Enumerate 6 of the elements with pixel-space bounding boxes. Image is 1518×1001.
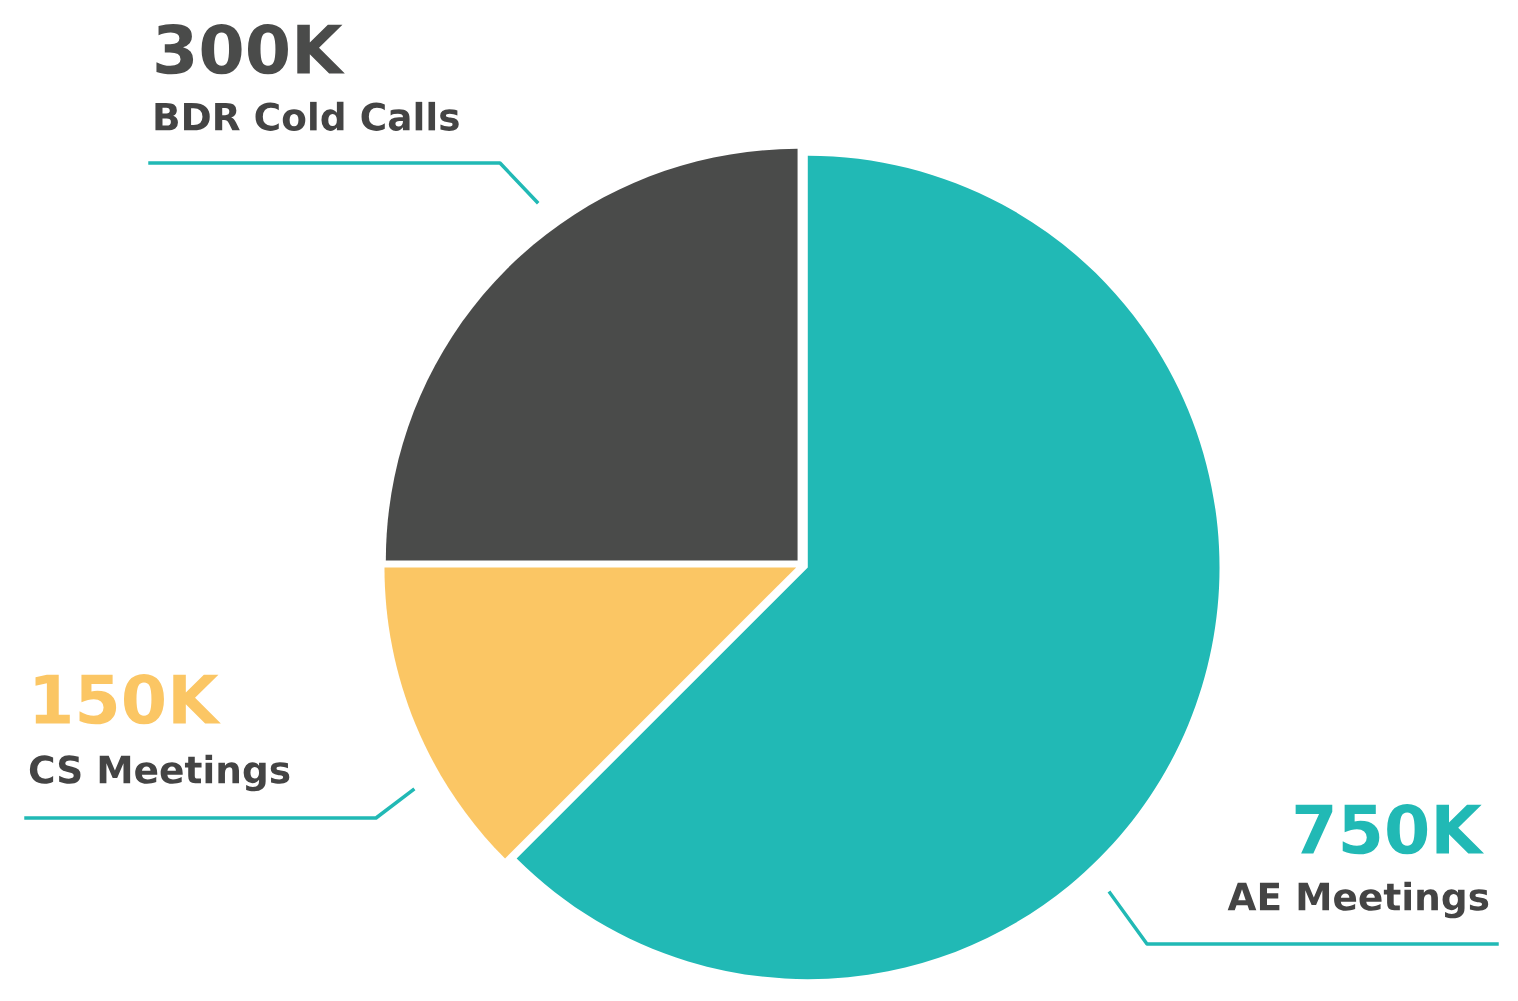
slice-label: BDR Cold Calls [155, 101, 459, 131]
slice-label: AE Meetings [1227, 881, 1489, 919]
slice-label: CS Meetings [29, 754, 290, 792]
data-label: 750K [1295, 803, 1485, 855]
data-label: 300K [156, 23, 345, 75]
data-label: 150K [35, 673, 221, 725]
